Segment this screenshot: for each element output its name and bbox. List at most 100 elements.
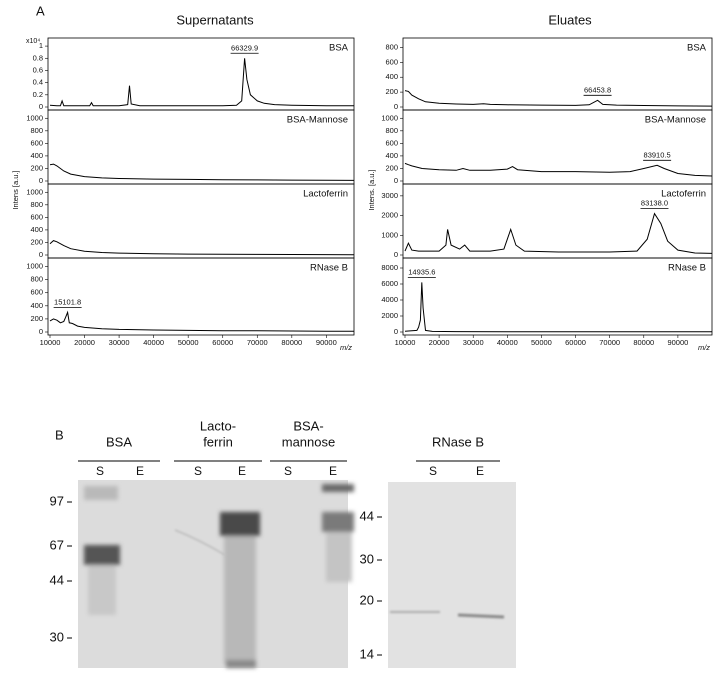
peak-label: 66453.8 bbox=[584, 85, 611, 94]
lane-group-label: BSA- bbox=[293, 418, 323, 433]
mw-marker: 67 bbox=[50, 537, 64, 552]
panel-label: A bbox=[36, 3, 45, 18]
spectrum-line bbox=[49, 240, 355, 256]
lane-group-label: mannose bbox=[282, 434, 335, 449]
y-tick-label: 0 bbox=[394, 250, 398, 259]
x-tick-label: 70000 bbox=[599, 338, 620, 347]
lane-label: E bbox=[238, 464, 246, 478]
y-axis-label: Intens [a.u.] bbox=[11, 170, 20, 209]
spectrum-line bbox=[49, 310, 355, 332]
mw-marker: 97 bbox=[50, 493, 64, 508]
y-tick-label: 6000 bbox=[381, 279, 398, 288]
gel-faint-bands bbox=[174, 529, 505, 619]
peak-label: 83138.0 bbox=[641, 199, 668, 208]
lane-group-label: BSA bbox=[106, 434, 132, 449]
x-tick-label: 10000 bbox=[395, 338, 416, 347]
panel-title: Lactoferrin bbox=[303, 189, 348, 200]
plot-frame bbox=[47, 257, 355, 336]
mw-marker: 30 bbox=[50, 629, 64, 644]
y-tick-label: 600 bbox=[30, 212, 43, 221]
spectrum-line bbox=[404, 162, 713, 177]
panel-title: BSA-Mannose bbox=[645, 115, 706, 126]
gel-right bbox=[388, 482, 516, 668]
x-tick-label: 20000 bbox=[429, 338, 450, 347]
y-tick-label: 600 bbox=[30, 288, 43, 297]
y-tick-label: 0 bbox=[39, 250, 43, 259]
spectrum-line bbox=[404, 282, 712, 333]
panel-title: RNase B bbox=[310, 263, 348, 274]
y-tick-label: 400 bbox=[30, 301, 43, 310]
y-tick-label: 600 bbox=[385, 138, 398, 147]
panel-title: Lactoferrin bbox=[661, 189, 706, 200]
spectrum-line bbox=[49, 58, 354, 107]
x-axis-label: m/z bbox=[698, 343, 710, 352]
x-tick-label: 80000 bbox=[281, 338, 302, 347]
x-tick-label: 40000 bbox=[497, 338, 518, 347]
lane-label: S bbox=[194, 464, 202, 478]
x-tick-label: 30000 bbox=[109, 338, 130, 347]
y-tick-label: 0 bbox=[394, 176, 398, 185]
y-tick-label: 0 bbox=[394, 327, 398, 336]
lane-group-label: Lacto- bbox=[200, 418, 236, 433]
y-tick-label: 400 bbox=[385, 72, 398, 81]
plot-frame bbox=[402, 257, 713, 336]
y-tick-label: 600 bbox=[30, 138, 43, 147]
x-tick-label: 50000 bbox=[531, 338, 552, 347]
lane-label: S bbox=[96, 464, 104, 478]
y-tick-label: 800 bbox=[30, 200, 43, 209]
y-tick-label: 200 bbox=[30, 163, 43, 172]
y-tick-label: 1 bbox=[39, 41, 43, 50]
column-title: Supernatants bbox=[176, 12, 254, 27]
y-tick-label: 0.6 bbox=[33, 65, 43, 74]
x-tick-label: 70000 bbox=[247, 338, 268, 347]
column-title: Eluates bbox=[548, 12, 592, 27]
x-tick-label: 50000 bbox=[178, 338, 199, 347]
lane-label: E bbox=[136, 464, 144, 478]
peak-label: 83910.5 bbox=[644, 150, 671, 159]
lane-group-label: ferrin bbox=[203, 434, 233, 449]
y-tick-label: 600 bbox=[385, 57, 398, 66]
plot-frame bbox=[47, 37, 355, 111]
x-tick-label: 60000 bbox=[565, 338, 586, 347]
mw-marker: 20 bbox=[360, 592, 374, 607]
y-tick-label: 200 bbox=[385, 163, 398, 172]
panel-label: B bbox=[55, 427, 64, 442]
lane-group-label: RNase B bbox=[432, 434, 484, 449]
y-tick-label: 1000 bbox=[26, 262, 43, 271]
spectrum-line bbox=[404, 212, 713, 254]
lane-label: E bbox=[476, 464, 484, 478]
y-tick-label: 400 bbox=[30, 225, 43, 234]
x-tick-label: 80000 bbox=[633, 338, 654, 347]
lane-label: S bbox=[429, 464, 437, 478]
x-tick-label: 10000 bbox=[40, 338, 61, 347]
mw-marker: 44 bbox=[50, 572, 64, 587]
y-tick-label: 1000 bbox=[26, 113, 43, 122]
y-tick-label: 8000 bbox=[381, 263, 398, 272]
y-tick-label: 0.2 bbox=[33, 90, 43, 99]
y-tick-label: 0 bbox=[39, 176, 43, 185]
y-tick-label: 0 bbox=[394, 102, 398, 111]
y-tick-label: 0.8 bbox=[33, 53, 43, 62]
y-tick-label: 2000 bbox=[381, 311, 398, 320]
y-axis-label: Intens. [a.u.] bbox=[367, 169, 376, 210]
y-tick-label: 0 bbox=[39, 327, 43, 336]
y-tick-label: 400 bbox=[30, 151, 43, 160]
mw-marker: 14 bbox=[360, 646, 374, 661]
y-multiplier: x10⁴ bbox=[26, 38, 40, 45]
mw-marker: 44 bbox=[360, 508, 374, 523]
y-tick-label: 200 bbox=[30, 314, 43, 323]
peak-label: 15101.8 bbox=[54, 297, 81, 306]
x-tick-label: 90000 bbox=[667, 338, 688, 347]
x-tick-label: 20000 bbox=[74, 338, 95, 347]
y-tick-label: 200 bbox=[385, 87, 398, 96]
x-axis-label: m/z bbox=[340, 343, 352, 352]
y-tick-label: 200 bbox=[30, 237, 43, 246]
x-tick-label: 40000 bbox=[143, 338, 164, 347]
gel-bands bbox=[84, 484, 354, 668]
y-tick-label: 2000 bbox=[381, 211, 398, 220]
y-tick-label: 400 bbox=[385, 151, 398, 160]
x-tick-label: 60000 bbox=[212, 338, 233, 347]
y-tick-label: 800 bbox=[385, 42, 398, 51]
y-tick-label: 800 bbox=[30, 126, 43, 135]
panel-title: BSA bbox=[329, 43, 349, 54]
